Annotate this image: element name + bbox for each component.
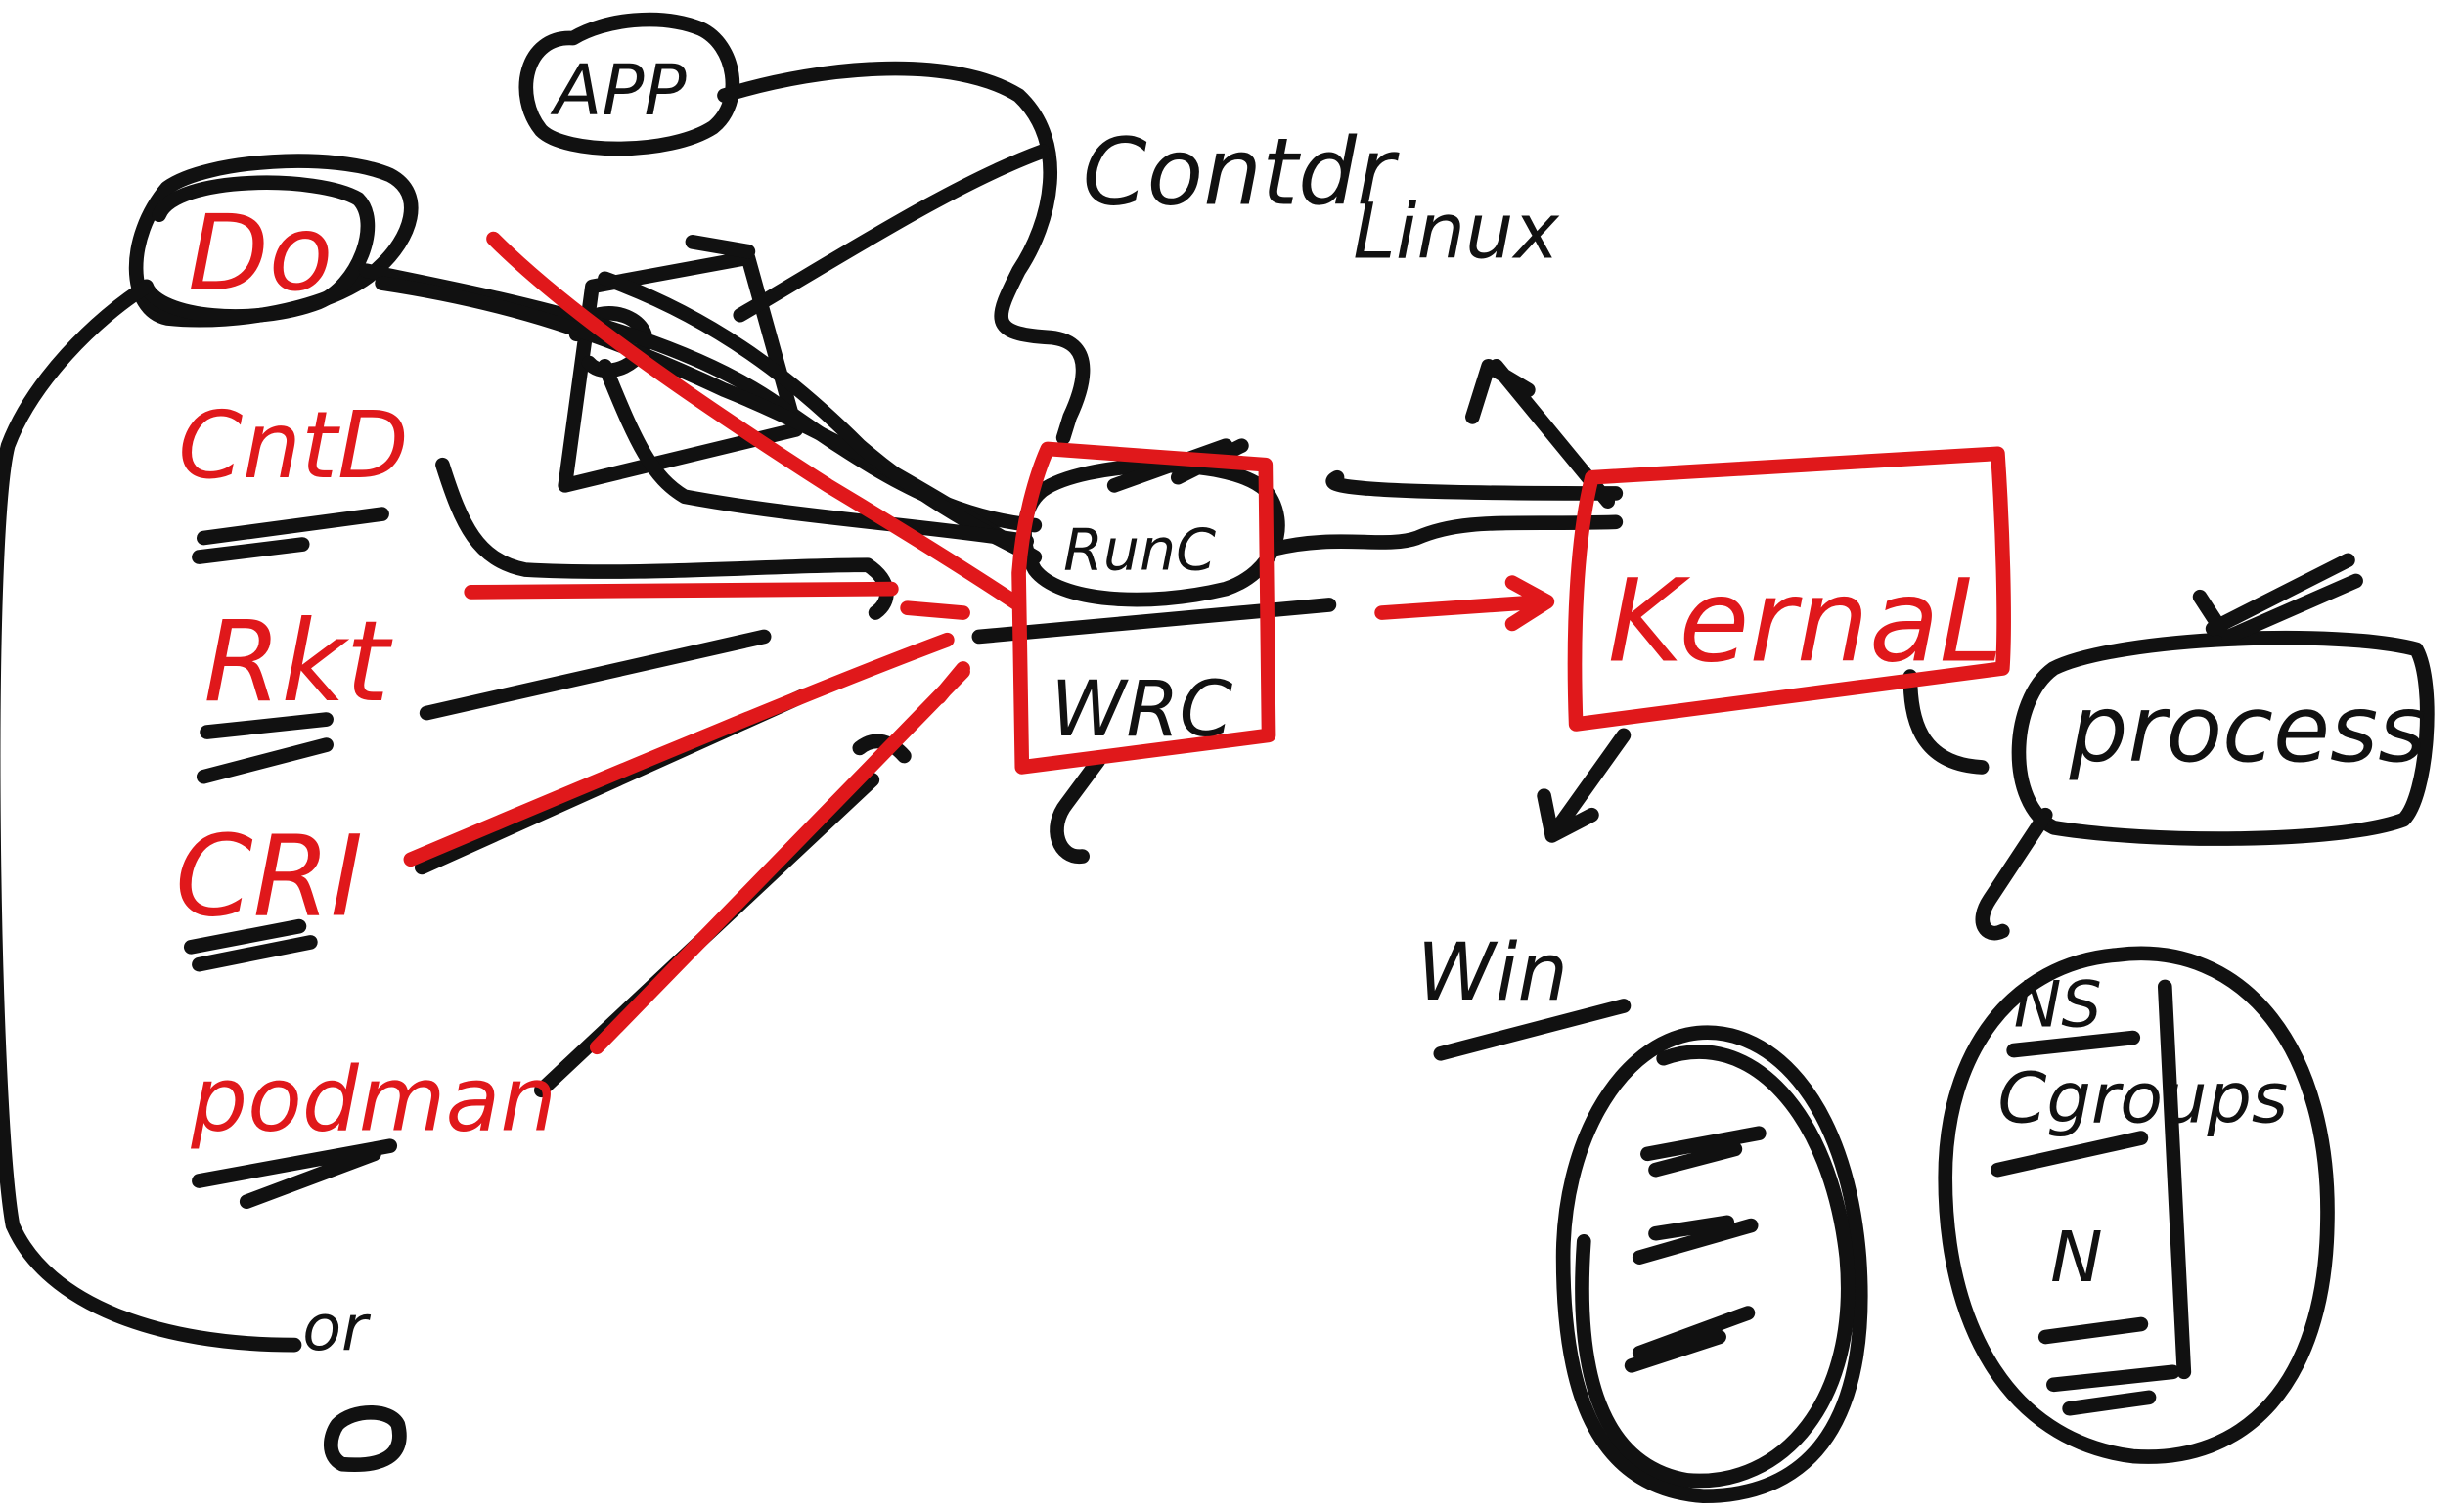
win-ellipse-inner (1575, 1045, 1856, 1489)
containerd-label: CntD (178, 392, 408, 500)
kernel-label: KernaL (1608, 554, 2003, 688)
podman-red-cable (589, 661, 970, 1055)
app-bubble (518, 12, 740, 156)
kernel-win-arrow (1537, 728, 1632, 843)
docker-or-loop (0, 279, 302, 1353)
shim-box (558, 250, 804, 493)
rkt-connector (419, 629, 772, 721)
runc-label: RunC (1063, 517, 1216, 584)
win-ellipse (1555, 1025, 1868, 1504)
app-label: APP (550, 50, 687, 131)
runtime-kernel-arrow (1374, 575, 1555, 632)
kernel-box (1567, 446, 2011, 732)
or-box (323, 1405, 407, 1473)
runtime-box (1011, 441, 1276, 775)
ns-underline (2006, 1030, 2141, 1058)
linux-label: Linux (1353, 188, 1559, 277)
containerd-connector (435, 457, 894, 620)
containerd-label-connector (733, 144, 1051, 323)
wrc-hook (1050, 753, 1106, 864)
process-bubble (2011, 630, 2435, 846)
docker-red-cable (486, 231, 1026, 612)
cri-underline (183, 918, 318, 972)
win-lines (1624, 1126, 1767, 1373)
shim-box-line (685, 235, 756, 259)
podman-label: podman (190, 1047, 557, 1151)
ns-ellipse (1938, 946, 2335, 1464)
ns-divider (2157, 979, 2192, 1380)
cri-label: CRI (175, 812, 363, 942)
cri-red-cable (403, 632, 955, 867)
win-underline (1433, 999, 1632, 1061)
rkt-red-cable (464, 581, 899, 600)
containerd-underline (192, 507, 389, 564)
or-label: or (302, 1292, 372, 1365)
rkt-label: Rkt (203, 597, 393, 727)
n-label: N (2050, 1217, 2103, 1298)
podman-underline (192, 1138, 398, 1209)
process-ns-connector (1975, 807, 2053, 941)
podman-connector-hook (852, 734, 912, 764)
app-connector (717, 61, 1091, 445)
runtime-divider (971, 598, 1337, 645)
ns-label: NS (2014, 969, 2102, 1043)
kernel-process-connector (1902, 669, 1990, 775)
process-arrow-in (2192, 553, 2363, 645)
docker-bubble-inner (139, 175, 376, 324)
cgroups-label: Cgroups (1997, 1057, 2288, 1138)
containerd-red-cable (900, 600, 970, 620)
shim-runc-cable (598, 358, 1035, 549)
rkt-underline (196, 712, 334, 784)
win-label: Win (1416, 926, 1568, 1019)
docker-runc-cable-3 (598, 271, 1026, 556)
ns-lines (1991, 1131, 2180, 1416)
wrc-label: WRC (1051, 665, 1233, 754)
containerd-top-label: Contdr (1083, 118, 1400, 226)
runc-kernel-cable (1266, 514, 1624, 556)
process-label: process (2069, 676, 2427, 783)
kernel-linux-arrow (1325, 358, 1624, 509)
docker-label: Do (188, 193, 333, 315)
